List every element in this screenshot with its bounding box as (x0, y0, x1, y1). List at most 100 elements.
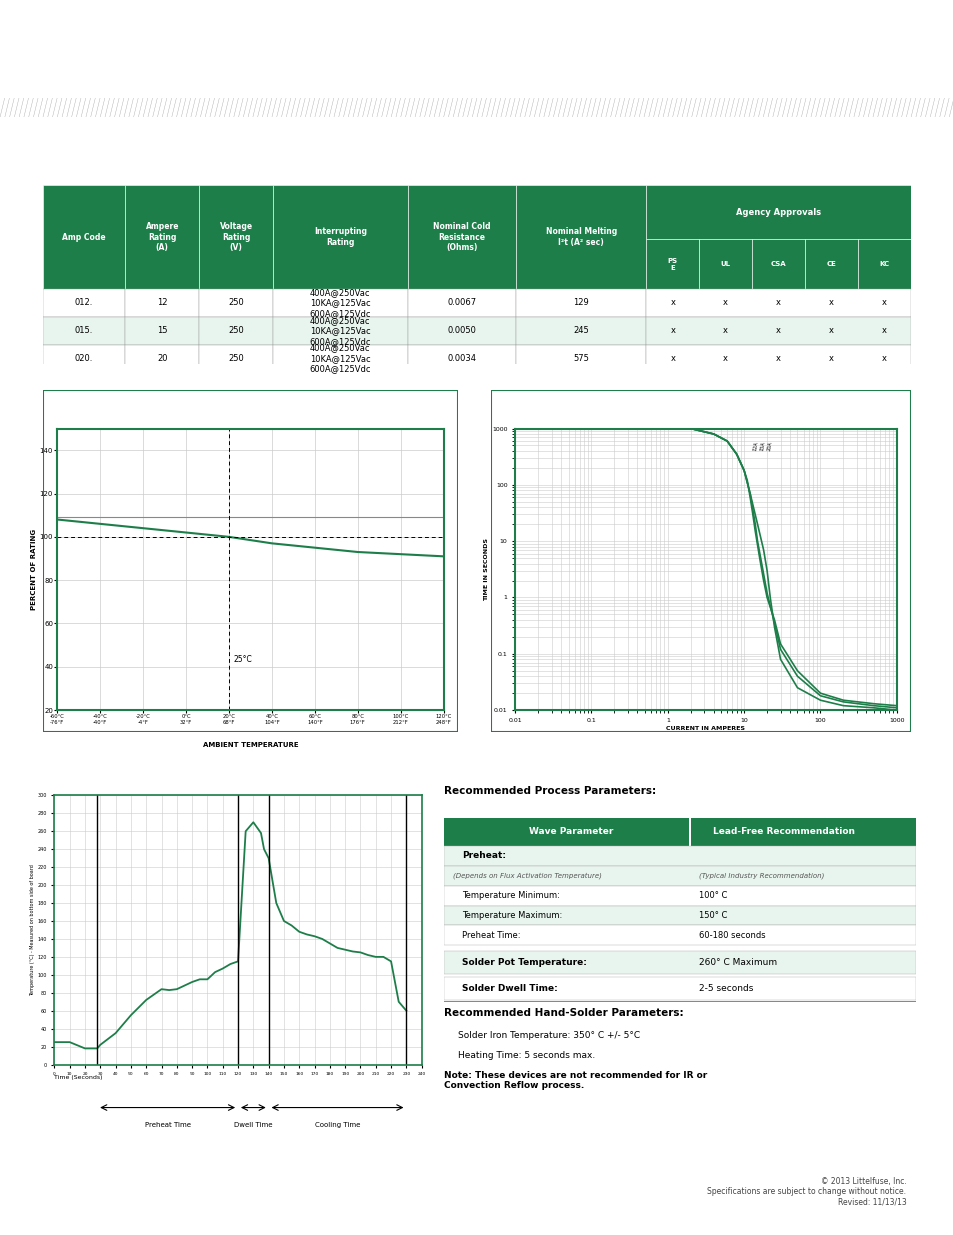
Bar (443, 866, 915, 885)
Text: ®: ® (57, 63, 67, 73)
Text: Note: These devices are not recommended for IR or
Convection Reflow process.: Note: These devices are not recommended … (443, 1071, 706, 1091)
Text: 575: 575 (573, 354, 589, 363)
Text: 3AB > Time Lag > 325SP Series: 3AB > Time Lag > 325SP Series (248, 67, 470, 80)
Bar (443, 951, 915, 974)
Text: x: x (670, 299, 675, 308)
Bar (645, 345, 910, 373)
Text: 0.0034: 0.0034 (447, 354, 476, 363)
Text: Amp Code: Amp Code (62, 232, 106, 242)
Bar (804, 240, 857, 289)
Bar (199, 345, 273, 373)
Text: Nominal Melting
I²t (A² sec): Nominal Melting I²t (A² sec) (545, 227, 617, 247)
Text: Temperature Minimum:: Temperature Minimum: (462, 890, 559, 900)
Text: 400A@250Vac
10KA@125Vac
600A@125Vdc: 400A@250Vac 10KA@125Vac 600A@125Vdc (309, 288, 371, 317)
Bar (443, 905, 915, 925)
Bar (443, 925, 915, 945)
Bar (688, 819, 690, 846)
Text: PS
E: PS E (667, 258, 678, 270)
Text: Cooling Time: Cooling Time (314, 1121, 360, 1128)
Bar (407, 317, 516, 345)
Bar (443, 846, 915, 866)
Text: x: x (722, 326, 727, 335)
Text: x: x (882, 299, 886, 308)
Y-axis label: TIME IN SECONDS: TIME IN SECONDS (484, 537, 489, 601)
Bar (645, 317, 910, 345)
Text: x: x (828, 299, 833, 308)
Text: x: x (828, 354, 833, 363)
Bar (407, 345, 516, 373)
Bar (645, 289, 910, 317)
Text: Solder Pot Temperature:: Solder Pot Temperature: (462, 958, 587, 967)
Bar (125, 289, 199, 317)
Text: x: x (722, 299, 727, 308)
Text: x: x (722, 354, 727, 363)
Text: Preheat Time:: Preheat Time: (462, 931, 520, 940)
Bar (443, 819, 915, 846)
Text: Preheat:: Preheat: (462, 851, 506, 861)
Bar (125, 345, 199, 373)
Bar (699, 240, 751, 289)
Bar (516, 345, 645, 373)
X-axis label: CURRENT IN AMPERES: CURRENT IN AMPERES (666, 725, 744, 731)
Bar (43, 289, 125, 317)
Text: 60-180 seconds: 60-180 seconds (698, 931, 764, 940)
Text: 20A: 20A (766, 441, 773, 451)
Text: 400A@250Vac
10KA@125Vac
600A@125Vdc: 400A@250Vac 10KA@125Vac 600A@125Vdc (309, 316, 371, 346)
Text: 15A: 15A (759, 441, 765, 451)
Bar (443, 885, 915, 905)
Bar (43, 345, 125, 373)
Text: Solder Iron Temperature: 350° C +/- 5°C: Solder Iron Temperature: 350° C +/- 5°C (457, 1031, 639, 1040)
Text: x: x (670, 326, 675, 335)
Bar (516, 317, 645, 345)
Text: x: x (882, 326, 886, 335)
Text: 25°C: 25°C (233, 656, 252, 664)
Y-axis label: Temperature (°C) - Measured on bottom side of board: Temperature (°C) - Measured on bottom si… (30, 864, 34, 995)
Text: 250: 250 (228, 354, 244, 363)
Text: 150° C: 150° C (698, 911, 726, 920)
Bar (199, 317, 273, 345)
Text: Soldering Parameters - Wave Soldering: Soldering Parameters - Wave Soldering (53, 757, 285, 767)
Text: ⚡: ⚡ (21, 21, 34, 41)
Text: 129: 129 (573, 299, 588, 308)
Bar (125, 317, 199, 345)
Bar (199, 289, 273, 317)
Text: 400A@250Vac
10KA@125Vac
600A@125Vdc: 400A@250Vac 10KA@125Vac 600A@125Vdc (309, 343, 371, 373)
Text: CE: CE (826, 261, 836, 267)
Text: 0.0050: 0.0050 (447, 326, 476, 335)
Text: (Depends on Flux Activation Temperature): (Depends on Flux Activation Temperature) (453, 872, 601, 879)
Bar (273, 289, 407, 317)
Text: CSA: CSA (770, 261, 785, 267)
Text: x: x (776, 326, 781, 335)
Text: Ampere
Rating
(A): Ampere Rating (A) (146, 222, 179, 252)
Text: Heating Time: 5 seconds max.: Heating Time: 5 seconds max. (457, 1051, 595, 1060)
Text: 0.0067: 0.0067 (447, 299, 476, 308)
Text: 012.: 012. (75, 299, 93, 308)
Text: Axial Lead Fuses: Axial Lead Fuses (248, 17, 470, 42)
Text: Temperature Maximum:: Temperature Maximum: (462, 911, 562, 920)
Text: 12A: 12A (752, 441, 759, 451)
Bar (273, 317, 407, 345)
Text: x: x (776, 299, 781, 308)
Text: © 2013 Littelfuse, Inc.
Specifications are subject to change without notice.
Rev: © 2013 Littelfuse, Inc. Specifications a… (706, 1177, 905, 1207)
Text: Average Time Current Curves: Average Time Current Curves (497, 401, 670, 411)
Bar (407, 289, 516, 317)
Bar (751, 240, 804, 289)
Text: Time (Seconds): Time (Seconds) (54, 1076, 103, 1081)
Text: KC: KC (879, 261, 889, 267)
Text: Electrical Characteristic Specifications by Item: Electrical Characteristic Specifications… (53, 161, 345, 172)
Text: 250: 250 (228, 299, 244, 308)
Text: Preheat Time: Preheat Time (145, 1121, 191, 1128)
Bar (516, 289, 645, 317)
Bar (443, 977, 915, 1000)
Text: 2-5 seconds: 2-5 seconds (698, 984, 752, 993)
Bar (199, 185, 273, 289)
Bar (516, 185, 645, 289)
Text: Voltage
Rating
(V): Voltage Rating (V) (219, 222, 253, 252)
Text: Recommended Hand-Solder Parameters:: Recommended Hand-Solder Parameters: (443, 1008, 682, 1018)
Text: 15: 15 (157, 326, 168, 335)
Text: 250: 250 (228, 326, 244, 335)
Text: x: x (670, 354, 675, 363)
Text: x: x (776, 354, 781, 363)
Bar (645, 240, 699, 289)
Bar (645, 185, 910, 240)
